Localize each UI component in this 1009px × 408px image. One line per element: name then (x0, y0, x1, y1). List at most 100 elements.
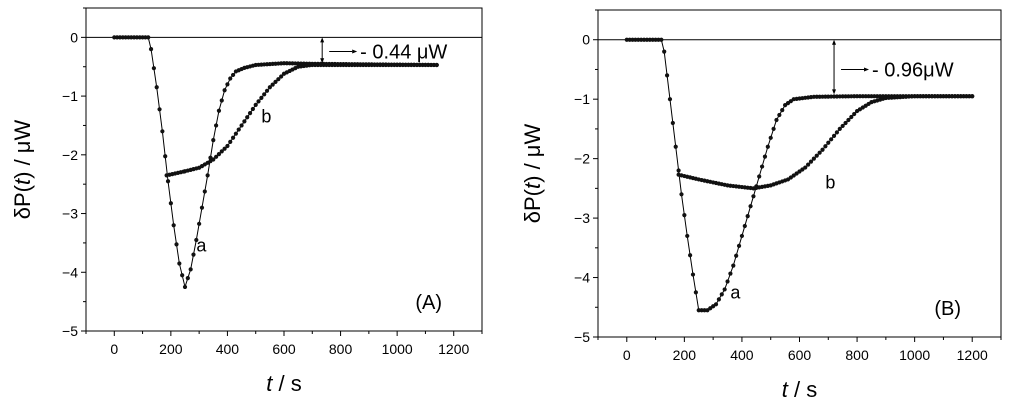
data-point-b (944, 94, 949, 99)
data-point-b (803, 165, 808, 170)
data-point-a (656, 37, 661, 42)
data-point-b (829, 137, 834, 142)
data-point-a (146, 35, 151, 40)
data-point-b (826, 140, 831, 145)
data-point-a (154, 85, 159, 90)
data-point-a (191, 252, 196, 257)
panel-b: 0 200 400 600 800 1000 1200 0 −1 −2 −3 −4 −5 t / s δP(… (520, 9, 1002, 402)
x-tick-label: 200 (159, 341, 183, 357)
y-axis-suffix: ) / μW (520, 124, 545, 183)
y-tick-label: 0 (70, 29, 78, 45)
data-point-b (949, 94, 955, 99)
data-point-b (270, 82, 275, 87)
x-tick-label: 800 (329, 341, 353, 357)
data-point-a (768, 135, 773, 140)
data-point-a (762, 154, 768, 159)
data-point-b (947, 94, 952, 99)
data-point-a (180, 273, 185, 278)
data-point-a (225, 82, 230, 87)
y-tick-label: −5 (62, 323, 78, 339)
data-point-a (644, 37, 650, 42)
data-point-a (199, 205, 205, 210)
x-axis-unit: s (806, 377, 817, 402)
y-axis-var: t (10, 178, 35, 185)
data-point-b (921, 94, 926, 99)
y-tick-label: −1 (574, 91, 590, 107)
x-tick-label: 0 (110, 341, 118, 357)
data-point-b (228, 139, 233, 144)
data-point-a (702, 308, 707, 313)
data-point-b (262, 92, 267, 97)
data-point-a (690, 272, 696, 277)
data-point-a (171, 223, 176, 228)
data-point-b (834, 130, 840, 135)
y-axis-prefix: δP( (520, 188, 545, 223)
panel-label: (A) (415, 292, 442, 314)
data-point-a (662, 49, 667, 54)
data-point-a (696, 308, 701, 313)
data-point-a (872, 94, 877, 99)
data-point-a (878, 94, 883, 99)
data-point-a (177, 261, 182, 266)
y-axis-label: δP(t) / μW (520, 124, 545, 224)
data-point-b (814, 153, 819, 158)
y-tick-label: −4 (574, 270, 590, 286)
data-point-a (641, 37, 647, 42)
y-axis-suffix: ) / μW (10, 120, 35, 179)
data-point-a (869, 94, 874, 99)
data-point-b (926, 94, 932, 99)
data-point-a (205, 173, 210, 178)
x-axis-unit: s (291, 371, 302, 396)
data-point-b (236, 127, 241, 132)
data-point-a (731, 263, 736, 268)
data-point-a (780, 107, 785, 113)
x-tick-label: 1200 (957, 347, 988, 363)
data-point-b (837, 126, 842, 132)
y-tick-label: −5 (574, 329, 590, 345)
data-point-b (843, 120, 848, 126)
series-line-b (166, 64, 437, 176)
panel-a: 0 200 400 600 800 1000 1200 0 −1 −2 −3 −4 −5 t / s δP(… (10, 7, 483, 396)
data-point-a (857, 94, 863, 99)
data-point-a (679, 192, 684, 197)
data-point-b (915, 94, 920, 99)
data-point-b (239, 123, 244, 128)
data-point-b (932, 94, 937, 99)
x-axis-label: t / s (266, 371, 301, 396)
y-tick-label: −3 (62, 206, 78, 222)
data-point-b (955, 94, 960, 99)
y-tick-label: −3 (574, 210, 590, 226)
data-point-a (725, 279, 730, 284)
data-point-a (854, 94, 860, 99)
data-point-a (757, 174, 762, 179)
data-point-a (739, 233, 745, 239)
data-point-b (253, 102, 258, 107)
data-point-b (259, 95, 264, 100)
data-point-a (736, 243, 742, 248)
data-point-a (627, 37, 632, 42)
series-label-a: a (196, 236, 207, 256)
data-point-a (639, 37, 644, 42)
data-point-a (742, 223, 747, 229)
data-point-a (863, 94, 868, 99)
data-point-b (267, 85, 272, 90)
y-axis-prefix: δP( (10, 184, 35, 219)
data-point-a (157, 107, 162, 112)
data-point-b (256, 99, 261, 104)
data-point-a (771, 126, 776, 132)
x-tick-label: 600 (272, 341, 296, 357)
x-axis-var: t (782, 377, 789, 402)
x-axis-label: t / s (782, 377, 817, 402)
data-point-a (633, 37, 638, 42)
data-point-a (148, 47, 154, 52)
data-point-b (216, 152, 222, 157)
x-axis-var: t (266, 371, 273, 396)
y-tick-label: −1 (62, 88, 78, 104)
data-point-b (840, 123, 845, 129)
y-tick-label: −2 (62, 147, 78, 163)
data-point-a (676, 168, 681, 173)
x-tick-label: 400 (730, 347, 754, 363)
data-point-b (952, 94, 958, 99)
data-point-a (659, 37, 664, 42)
